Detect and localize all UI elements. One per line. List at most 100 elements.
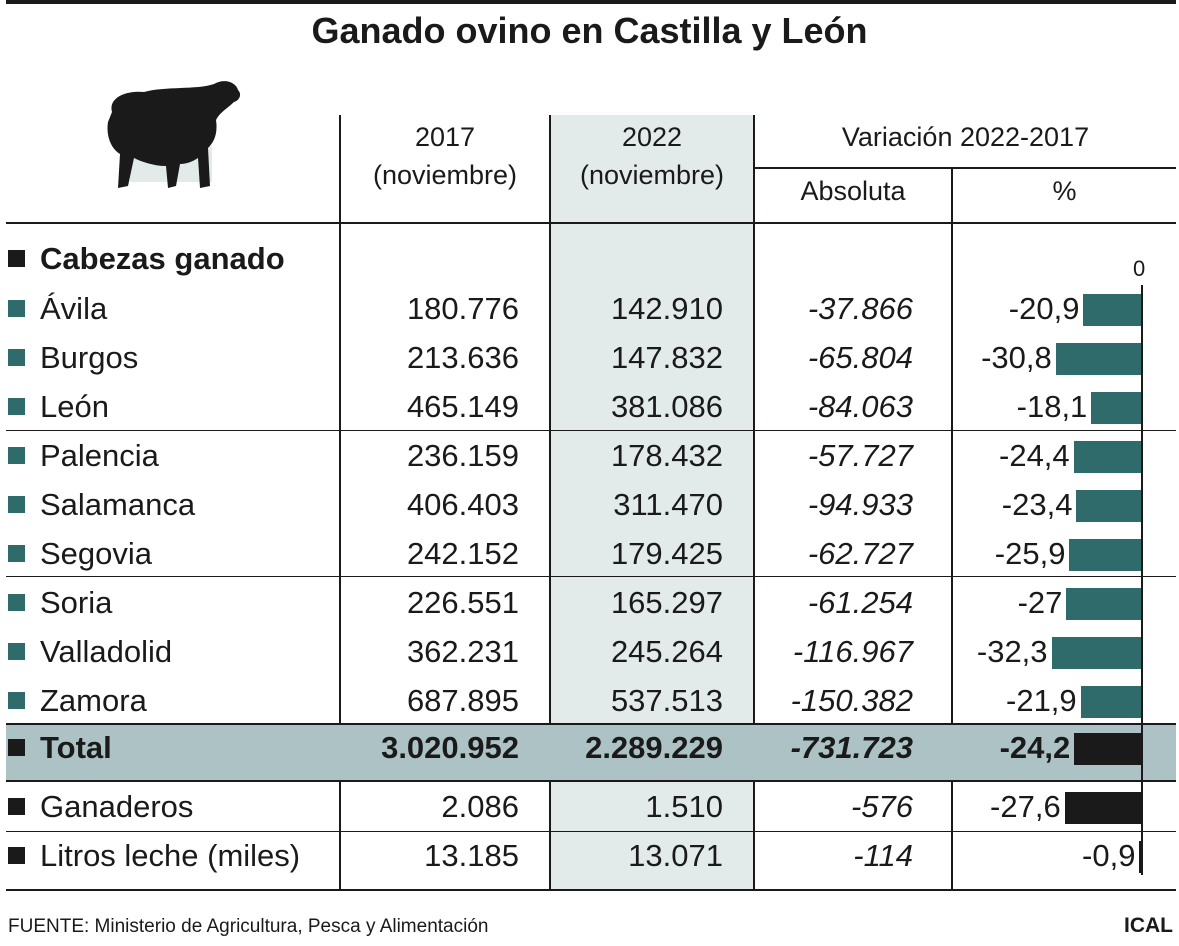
value-absolute: -61.254 xyxy=(807,585,913,620)
value-2017: 180.776 xyxy=(406,291,519,326)
value-percent: -0,9 xyxy=(1082,838,1136,873)
row-label: Zamora xyxy=(8,681,147,721)
bullet-square xyxy=(8,349,25,366)
value-percent: -27,6 xyxy=(990,789,1061,824)
bullet-square xyxy=(8,398,25,415)
value-2017: 406.403 xyxy=(406,487,519,522)
value-2017: 213.636 xyxy=(406,340,519,375)
row-label: Ávila xyxy=(8,289,107,329)
zero-label: 0 xyxy=(1133,256,1146,281)
value-absolute: -65.804 xyxy=(807,340,913,375)
percent-bar xyxy=(1066,588,1142,620)
row-label: Salamanca xyxy=(8,485,195,525)
row-label: Litros leche (miles) xyxy=(8,836,300,876)
source-note: FUENTE: Ministerio de Agricultura, Pesca… xyxy=(8,916,489,937)
body-divider-2 xyxy=(549,224,551,890)
value-2022: 311.470 xyxy=(613,487,723,522)
row-label: Palencia xyxy=(8,436,159,476)
value-2017: 687.895 xyxy=(406,683,519,718)
percent-bar xyxy=(1076,490,1142,522)
value-2022: 179.425 xyxy=(610,536,723,571)
value-2022: 2.289.229 xyxy=(585,730,723,765)
value-absolute: -84.063 xyxy=(807,389,913,424)
sheep-icon xyxy=(107,81,241,188)
row-label-text: Valladolid xyxy=(40,634,173,669)
row-label-text: Total xyxy=(40,730,112,765)
header-divider-2 xyxy=(549,115,551,223)
value-absolute: -57.727 xyxy=(807,438,913,473)
value-percent: -18,1 xyxy=(1016,389,1088,424)
value-2022: 13.071 xyxy=(628,838,723,873)
value-absolute: -37.866 xyxy=(807,291,913,326)
percent-header: % xyxy=(1052,176,1077,206)
variation-header: Variación 2022-2017 xyxy=(841,122,1090,152)
value-2022: 537.513 xyxy=(610,683,723,718)
value-2017: 362.231 xyxy=(406,634,519,669)
absolute-header: Absoluta xyxy=(800,176,906,206)
total-band xyxy=(6,725,1176,780)
row-label-text: León xyxy=(40,389,109,424)
value-percent: -20,9 xyxy=(1008,291,1080,326)
percent-bar xyxy=(1091,392,1142,424)
value-2017: 226.551 xyxy=(406,585,519,620)
value-absolute: -62.727 xyxy=(807,536,913,571)
extra-separator xyxy=(6,831,1176,832)
bullet-square xyxy=(8,798,25,815)
value-2022: 1.510 xyxy=(645,789,723,824)
chart-title: Ganado ovino en Castilla y León xyxy=(311,10,868,51)
bullet-square xyxy=(8,594,25,611)
bullet-square xyxy=(8,739,25,756)
value-absolute: -576 xyxy=(850,789,913,824)
body-divider-3 xyxy=(753,224,755,890)
zero-axis xyxy=(1141,285,1143,875)
value-percent: -32,3 xyxy=(976,634,1048,669)
group-separator-2 xyxy=(6,576,1176,577)
row-label-text: Soria xyxy=(40,585,113,620)
percent-bar xyxy=(1080,686,1142,718)
col-2017-header: 2017 (noviembre) xyxy=(372,122,518,190)
header-divider-4 xyxy=(951,169,953,223)
brand-logo: ICAL xyxy=(1124,914,1173,937)
row-label-text: Zamora xyxy=(40,683,147,718)
value-2022: 245.264 xyxy=(610,634,723,669)
percent-bar xyxy=(1074,733,1142,765)
row-label-text: Ávila xyxy=(40,291,108,326)
bullet-square xyxy=(8,847,25,864)
group-separator-1 xyxy=(6,430,1176,431)
value-percent: -21,9 xyxy=(1006,683,1077,718)
bullet-square xyxy=(8,545,25,562)
value-percent: -23,4 xyxy=(1001,487,1073,522)
value-2022: 147.832 xyxy=(610,340,723,375)
percent-bar xyxy=(1139,841,1142,873)
row-label-text: Palencia xyxy=(40,438,159,473)
value-percent: -25,9 xyxy=(994,536,1066,571)
row-label-text: Salamanca xyxy=(40,487,196,522)
total-top-rule xyxy=(6,723,1176,725)
value-2022: 381.086 xyxy=(610,389,723,424)
row-label: Ganaderos xyxy=(8,787,193,827)
value-absolute: -116.967 xyxy=(792,634,913,669)
variation-underline xyxy=(753,167,1176,169)
value-2017: 236.159 xyxy=(406,438,519,473)
value-2017: 13.185 xyxy=(424,838,519,873)
value-absolute: -114 xyxy=(853,838,913,873)
value-absolute: -150.382 xyxy=(790,683,913,718)
header-divider-1 xyxy=(339,115,341,223)
bullet-square xyxy=(8,496,25,513)
bullet-square xyxy=(8,250,25,267)
row-label-text: Burgos xyxy=(40,340,139,375)
value-2017: 242.152 xyxy=(406,536,519,571)
value-absolute: -94.933 xyxy=(807,487,913,522)
total-bottom-rule xyxy=(6,780,1176,782)
bullet-square xyxy=(8,447,25,464)
percent-bar xyxy=(1051,637,1142,669)
value-2022: 165.297 xyxy=(610,585,723,620)
row-label-text: Ganaderos xyxy=(40,789,194,824)
bullet-square xyxy=(8,643,25,660)
bullet-square xyxy=(8,692,25,709)
row-label: León xyxy=(8,387,109,427)
percent-bar xyxy=(1073,441,1142,473)
section-label: Cabezas ganado xyxy=(8,239,285,279)
top-rule xyxy=(6,0,1176,4)
table-bottom-rule xyxy=(6,889,1176,891)
